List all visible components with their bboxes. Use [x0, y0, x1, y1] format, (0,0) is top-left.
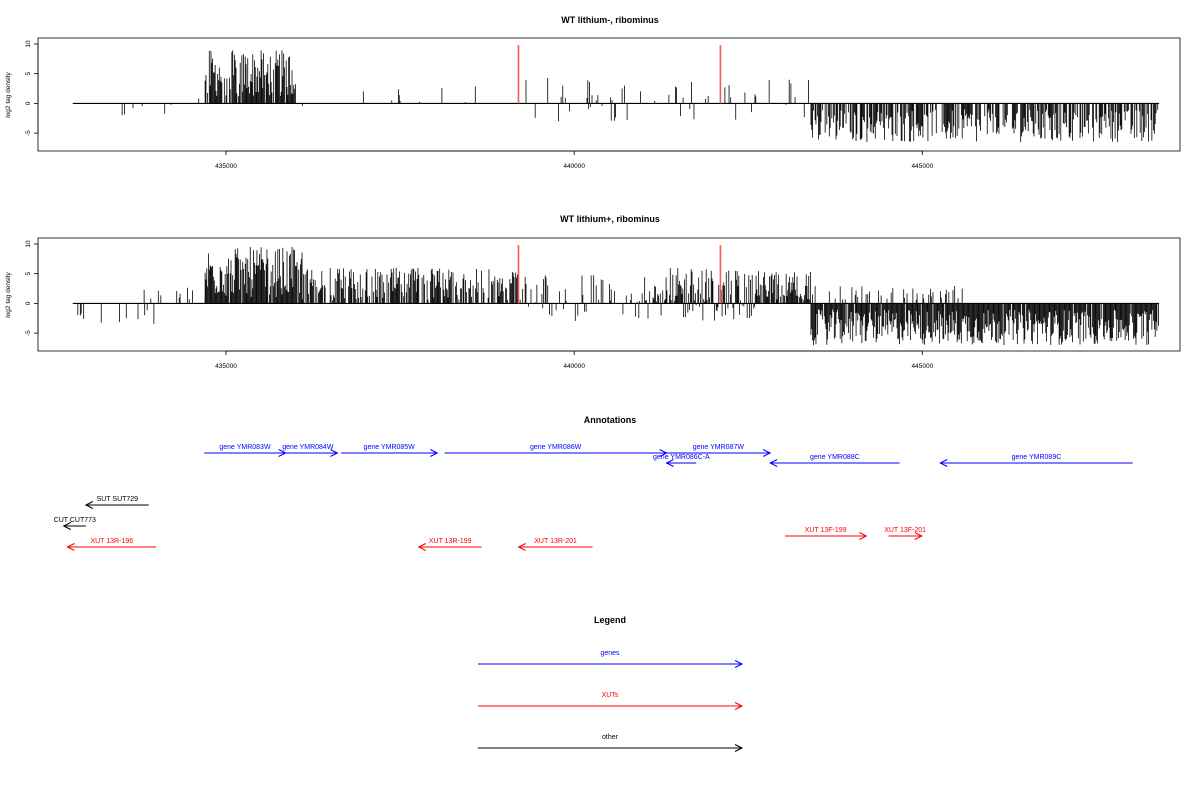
legend-label: other: [602, 734, 619, 741]
panel-title: WT lithium+, ribominus: [560, 214, 660, 224]
y-tick-label: 5: [25, 71, 32, 75]
feature-label: XUT 13F-201: [884, 527, 926, 534]
annotation-feature: gene YMR086W: [444, 444, 668, 457]
x-tick-label: 435000: [215, 363, 237, 370]
y-tick-label: -5: [25, 130, 32, 136]
y-axis-label: log2 tag density: [5, 271, 12, 317]
x-tick-label: 440000: [563, 363, 585, 370]
y-tick-label: 0: [25, 301, 32, 305]
legend-label: genes: [600, 650, 620, 657]
legend-label: XUTs: [602, 692, 619, 699]
legend: Legend genes XUTs other: [478, 615, 744, 752]
feature-label: XUT 13R-196: [90, 538, 133, 545]
x-tick-label: 440000: [563, 163, 585, 170]
density-panel-lithium-plus: WT lithium+, ribominus log2 tag density …: [5, 214, 1181, 370]
feature-label: CUT CUT773: [54, 517, 96, 524]
feature-label: gene YMR083W: [219, 444, 271, 451]
legend-item: genes: [478, 650, 744, 668]
feature-label: SUT SUT729: [97, 496, 139, 503]
annotation-feature: XUT 13F-199: [784, 527, 868, 540]
density-bars: [72, 50, 1160, 142]
feature-label: gene YMR084W: [282, 444, 334, 451]
annotation-feature: gene YMR083W: [204, 444, 287, 457]
x-tick-label: 445000: [912, 163, 934, 170]
legend-items: genes XUTs other: [478, 650, 744, 752]
y-tick-label: -5: [25, 330, 32, 336]
marker-lines: [517, 45, 722, 104]
annotation-feature: XUT 13R-199: [417, 538, 482, 551]
legend-item: other: [478, 734, 744, 752]
x-tick-label: 445000: [912, 363, 934, 370]
y-tick-label: 5: [25, 271, 32, 275]
annotation-feature: gene YMR086C-A: [653, 454, 710, 467]
feature-label: gene YMR086C-A: [653, 454, 710, 461]
annotation-feature: XUT 13F-201: [884, 527, 926, 540]
y-tick-label: 10: [25, 240, 32, 248]
annotation-feature: XUT 13R-201: [517, 538, 593, 551]
feature-arrow-head: [769, 459, 778, 467]
annotation-feature: XUT 13R-196: [66, 538, 157, 551]
x-tick-label: 435000: [215, 163, 237, 170]
feature-arrow-head: [84, 501, 94, 509]
feature-arrow-head: [66, 543, 75, 551]
feature-arrow-head: [430, 449, 439, 457]
feature-arrow-head: [939, 459, 948, 467]
feature-arrow-head: [330, 449, 339, 457]
annotation-features: gene YMR083W gene YMR084W gene YMR085W gene…: [54, 444, 1133, 551]
annotations-track: Annotations gene YMR083W gene YMR084W gene…: [54, 415, 1133, 551]
feature-arrow-head: [665, 459, 674, 467]
density-panel-lithium-minus: WT lithium-, ribominus log2 tag density …: [5, 15, 1181, 170]
feature-arrow-head: [62, 522, 71, 530]
density-bars: [72, 246, 1160, 345]
feature-label: gene YMR085W: [364, 444, 416, 451]
panel-title: WT lithium-, ribominus: [561, 15, 659, 25]
feature-label: XUT 13R-199: [429, 538, 472, 545]
annotation-feature: CUT CUT773: [54, 517, 96, 530]
feature-label: gene YMR086W: [530, 444, 582, 451]
y-axis-label: log2 tag density: [5, 71, 12, 117]
y-tick-label: 10: [25, 40, 32, 48]
legend-item: XUTs: [478, 692, 744, 710]
legend-arrow-head: [734, 702, 744, 710]
axes: -5 0 5 10 435000 440000 445000: [25, 40, 934, 170]
annotations-title: Annotations: [584, 415, 637, 425]
feature-arrow-head: [517, 543, 526, 551]
annotation-feature: gene YMR087W: [666, 444, 772, 457]
annotation-feature: gene YMR085W: [341, 444, 439, 457]
legend-arrow-head: [734, 744, 744, 752]
feature-label: XUT 13R-201: [534, 538, 577, 545]
feature-arrow-head: [762, 449, 772, 457]
feature-label: gene YMR089C: [1012, 454, 1062, 461]
annotation-feature: SUT SUT729: [84, 496, 149, 509]
axes: -5 0 5 10 435000 440000 445000: [25, 240, 934, 370]
annotation-feature: gene YMR088C: [769, 454, 900, 467]
feature-arrow-head: [859, 532, 868, 540]
y-tick-label: 0: [25, 101, 32, 105]
feature-arrow-head: [914, 532, 923, 540]
legend-title: Legend: [594, 615, 626, 625]
annotation-feature: gene YMR089C: [939, 454, 1133, 467]
feature-arrow-head: [417, 543, 426, 551]
feature-label: gene YMR087W: [693, 444, 745, 451]
feature-label: gene YMR088C: [810, 454, 860, 461]
feature-label: XUT 13F-199: [805, 527, 847, 534]
legend-arrow-head: [734, 660, 744, 668]
annotation-feature: gene YMR084W: [278, 444, 339, 457]
marker-lines: [517, 245, 722, 304]
